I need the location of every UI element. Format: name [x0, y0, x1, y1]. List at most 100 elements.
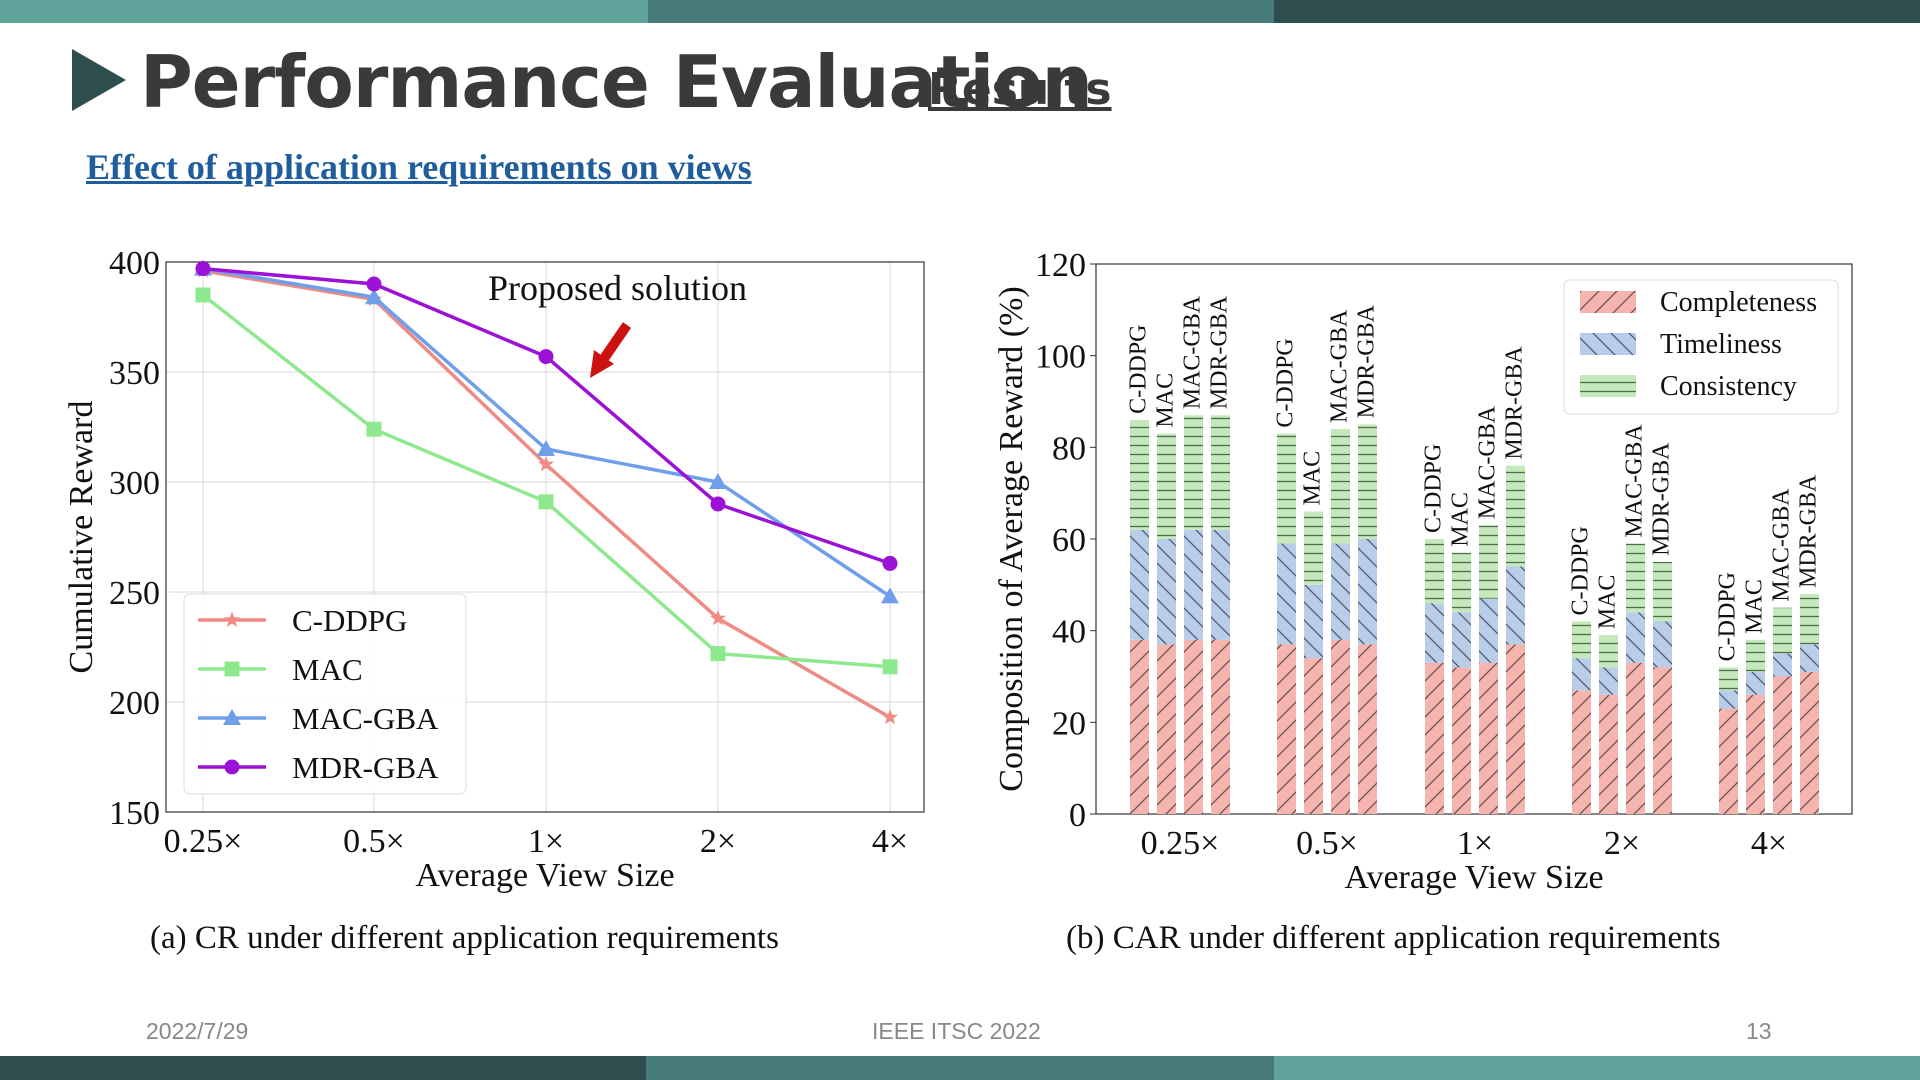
bar-method-label: MDR-GBA	[1207, 295, 1233, 409]
bar-consistency	[1157, 433, 1176, 539]
legend-marker-mac-gba	[223, 709, 241, 725]
legend-marker-mdr-gba	[224, 759, 240, 775]
x-tick-label: 2×	[1604, 825, 1640, 862]
bar-completeness	[1358, 644, 1377, 814]
bottom-bar-segment-3	[1274, 1056, 1920, 1080]
bar-consistency	[1184, 415, 1203, 530]
bar-completeness	[1599, 694, 1618, 814]
legend-swatch-completeness	[1580, 291, 1636, 313]
x-tick-label: 0.5×	[343, 823, 405, 860]
x-tick-label: 0.25×	[1141, 825, 1220, 862]
x-axis-label: Average View Size	[415, 857, 674, 894]
bar-completeness	[1277, 644, 1296, 814]
bar-consistency	[1479, 525, 1498, 599]
bar-timeliness	[1211, 529, 1230, 640]
bar-timeliness	[1719, 690, 1738, 709]
x-tick-label: 1×	[528, 823, 564, 860]
y-axis-label: Composition of Average Reward (%)	[993, 286, 1030, 791]
legend-label: Completeness	[1660, 287, 1817, 318]
data-point-mac	[195, 287, 211, 303]
y-tick-label: 120	[1035, 247, 1086, 284]
bottom-color-bar	[0, 1056, 1920, 1080]
legend-label: Timeliness	[1660, 329, 1782, 360]
bar-method-label: MAC-GBA	[1475, 405, 1501, 519]
top-bar-segment-2	[648, 0, 1274, 23]
bar-timeliness	[1425, 603, 1444, 663]
bar-completeness	[1425, 662, 1444, 814]
bar-completeness	[1626, 662, 1645, 814]
bar-completeness	[1572, 690, 1591, 814]
y-tick-label: 20	[1052, 705, 1086, 742]
bar-timeliness	[1304, 584, 1323, 659]
bar-method-label: MAC	[1153, 373, 1179, 428]
top-bar-segment-1	[0, 0, 648, 23]
bar-completeness	[1211, 639, 1230, 814]
legend-marker-mac	[224, 661, 240, 677]
legend-label: MDR-GBA	[292, 750, 439, 785]
bar-method-label: MAC-GBA	[1327, 309, 1353, 423]
slide-subheading: Effect of application requirements on vi…	[86, 147, 752, 187]
legend: C-DDPG MAC MAC-GBA MDR-GBA	[183, 593, 467, 795]
y-tick-label: 400	[109, 245, 160, 282]
bar-timeliness	[1653, 621, 1672, 668]
annotation-arrow-shaft	[598, 322, 632, 363]
bar-method-label: C-DDPG	[1715, 572, 1741, 661]
data-point-mac-gba	[709, 473, 727, 489]
bar-timeliness	[1157, 539, 1176, 645]
footer-page-number: 13	[1746, 1018, 1772, 1044]
bar-method-label: MAC	[1448, 492, 1474, 547]
bar-method-label: MAC	[1300, 451, 1326, 506]
bottom-bar-segment-1	[0, 1056, 646, 1080]
bar-timeliness	[1452, 612, 1471, 668]
x-tick-label: 2×	[700, 823, 736, 860]
bar-method-label: MDR-GBA	[1502, 346, 1528, 460]
y-tick-label: 300	[109, 465, 160, 502]
caption-chart-b: (b) CAR under different application requ…	[1066, 920, 1721, 956]
data-point-mdr-gba	[538, 349, 554, 365]
bar-timeliness	[1626, 612, 1645, 663]
bar-method-label: C-DDPG	[1273, 338, 1299, 427]
bar-timeliness	[1773, 653, 1792, 677]
bar-consistency	[1800, 594, 1819, 645]
bar-method-label: C-DDPG	[1126, 324, 1152, 413]
bar-timeliness	[1479, 598, 1498, 663]
data-point-mac	[366, 421, 382, 437]
legend-swatch-consistency	[1580, 375, 1636, 397]
legend-swatch-timeliness	[1580, 333, 1636, 355]
y-axis-label: Cumulative Reward	[63, 401, 100, 674]
series-mdr-gba	[195, 261, 898, 571]
bar-method-label: MDR-GBA	[1796, 474, 1822, 588]
bar-consistency	[1331, 429, 1350, 544]
bar-completeness	[1130, 639, 1149, 814]
bar-timeliness	[1800, 644, 1819, 672]
bar-timeliness	[1506, 566, 1525, 645]
bottom-bar-segment-2	[646, 1056, 1274, 1080]
plot-frame	[1095, 263, 1853, 815]
bar-consistency	[1277, 433, 1296, 544]
y-tick-label: 60	[1052, 522, 1086, 559]
bar-timeliness	[1130, 529, 1149, 640]
footer-venue: IEEE ITSC 2022	[872, 1018, 1041, 1044]
bar-method-label: C-DDPG	[1568, 526, 1594, 615]
slide-title: Performance Evaluation	[140, 40, 1093, 124]
legend-label: Consistency	[1660, 371, 1797, 402]
footer-date: 2022/7/29	[146, 1018, 249, 1044]
bar-consistency	[1626, 543, 1645, 613]
y-tick-label: 40	[1052, 614, 1086, 651]
bar-completeness	[1800, 671, 1819, 814]
bar-method-label: MAC-GBA	[1180, 295, 1206, 409]
bar-timeliness	[1599, 667, 1618, 695]
bar-completeness	[1157, 644, 1176, 814]
data-point-c-ddpg	[537, 455, 555, 472]
bar-method-label: MDR-GBA	[1354, 304, 1380, 418]
bar-consistency	[1452, 552, 1471, 613]
data-point-mac	[882, 659, 898, 675]
bar-completeness	[1746, 694, 1765, 814]
y-tick-label: 250	[109, 575, 160, 612]
bar-timeliness	[1572, 658, 1591, 691]
x-tick-label: 1×	[1457, 825, 1493, 862]
bar-consistency	[1211, 415, 1230, 530]
bar-consistency	[1599, 635, 1618, 668]
data-point-mac-gba	[365, 288, 383, 305]
